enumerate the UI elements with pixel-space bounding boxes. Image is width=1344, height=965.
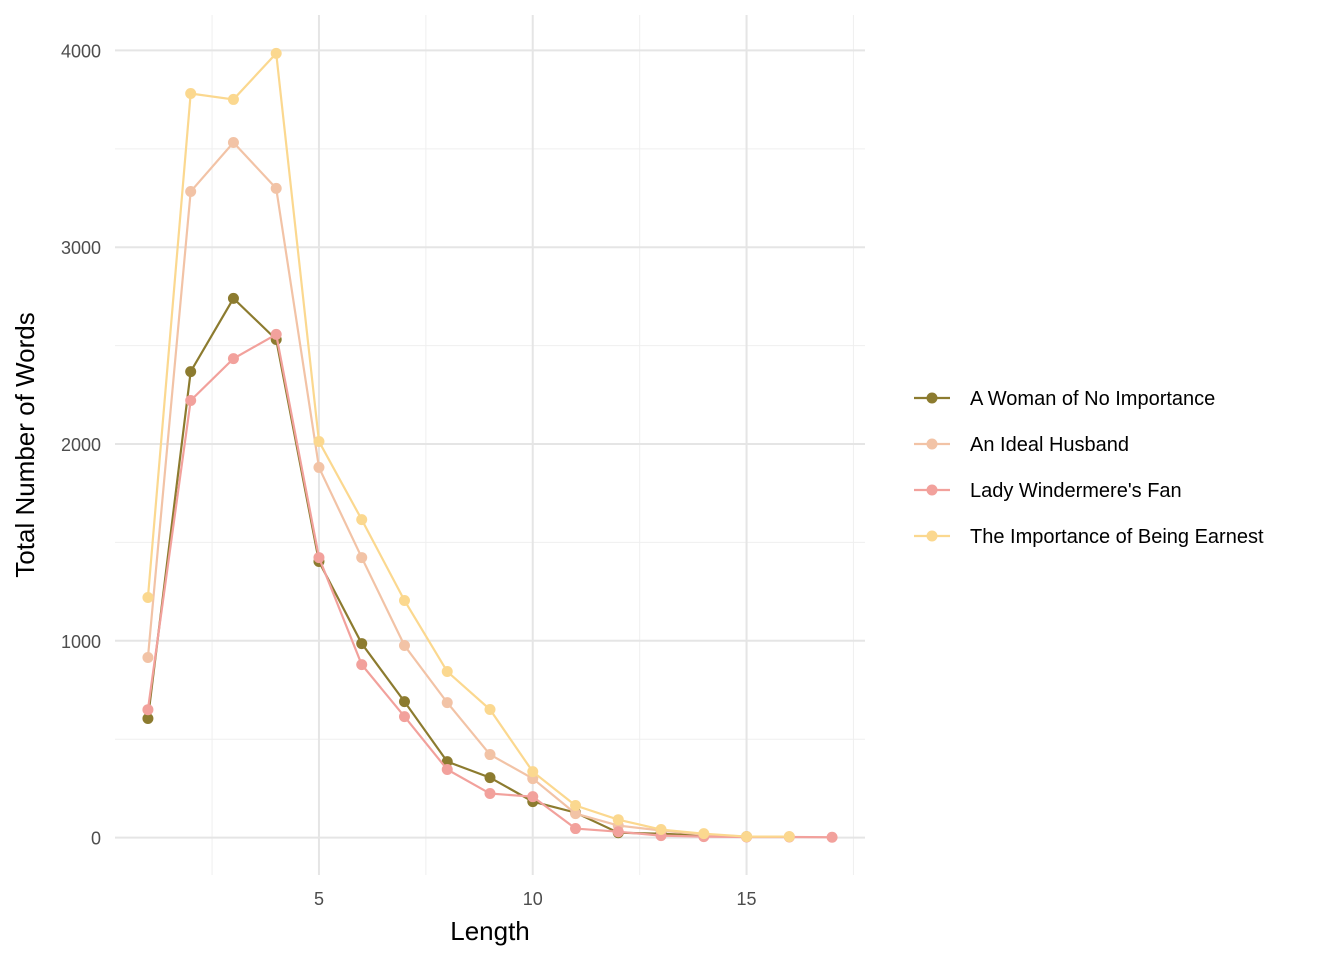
data-point	[741, 831, 753, 843]
series-2	[142, 328, 838, 843]
y-tick-label: 3000	[61, 238, 101, 258]
data-point	[527, 766, 539, 778]
data-point	[356, 514, 368, 526]
data-point	[227, 137, 239, 149]
data-point	[227, 93, 239, 105]
y-tick-label: 4000	[61, 41, 101, 61]
data-point	[356, 659, 368, 671]
data-point	[356, 552, 368, 564]
series-0	[142, 292, 753, 843]
legend-item: A Woman of No Importance	[914, 388, 1215, 410]
data-point	[484, 772, 496, 784]
data-point	[185, 366, 197, 378]
tick-labels: 5 10 15 0 1000 2000 3000 4000	[61, 41, 757, 909]
data-point	[313, 435, 325, 447]
data-point	[356, 638, 368, 650]
data-point	[570, 800, 582, 812]
series-line	[146, 50, 790, 838]
data-point	[655, 824, 667, 836]
data-point	[398, 711, 410, 723]
data-point	[270, 182, 282, 194]
series-3	[142, 47, 795, 843]
legend-marker	[926, 530, 938, 542]
data-point	[142, 704, 154, 716]
data-point	[484, 788, 496, 800]
data-point	[826, 831, 838, 843]
data-point	[398, 594, 410, 606]
legend: A Woman of No Importance An Ideal Husband…	[914, 388, 1264, 548]
legend-label: A Woman of No Importance	[970, 388, 1215, 410]
y-tick-label: 0	[91, 829, 101, 849]
legend-label: The Importance of Being Earnest	[970, 526, 1264, 548]
data-point	[185, 88, 197, 100]
data-point	[612, 814, 624, 826]
y-tick-label: 2000	[61, 435, 101, 455]
legend-marker	[926, 438, 938, 450]
legend-item: Lady Windermere's Fan	[914, 480, 1182, 502]
data-point	[570, 808, 582, 820]
data-point	[398, 640, 410, 652]
data-point	[698, 828, 710, 840]
series-1	[142, 137, 795, 843]
grid	[115, 15, 865, 875]
data-point	[142, 592, 154, 604]
data-point	[441, 697, 453, 709]
legend-marker	[926, 484, 938, 496]
data-point	[227, 292, 239, 304]
y-tick-label: 1000	[61, 632, 101, 652]
legend-item: An Ideal Husband	[914, 434, 1129, 456]
x-tick-label: 15	[737, 889, 757, 909]
x-tick-label: 5	[314, 889, 324, 909]
series-layer	[142, 47, 838, 843]
x-tick-label: 10	[523, 889, 543, 909]
data-point	[612, 826, 624, 838]
series-line	[146, 296, 747, 838]
data-point	[185, 186, 197, 198]
series-line	[146, 332, 833, 839]
legend-label: Lady Windermere's Fan	[970, 480, 1182, 502]
legend-item: The Importance of Being Earnest	[914, 526, 1264, 548]
legend-marker	[926, 392, 938, 404]
data-point	[227, 353, 239, 365]
data-point	[783, 831, 795, 843]
x-axis-label: Length	[450, 916, 530, 946]
data-point	[484, 749, 496, 761]
legend-label: An Ideal Husband	[970, 434, 1129, 456]
data-point	[142, 713, 154, 725]
data-point	[270, 328, 282, 340]
data-point	[527, 791, 539, 803]
data-point	[398, 696, 410, 708]
data-point	[142, 652, 154, 664]
data-point	[570, 823, 582, 835]
data-point	[313, 461, 325, 473]
data-point	[270, 47, 282, 59]
y-axis-label: Total Number of Words	[10, 312, 40, 577]
data-point	[484, 703, 496, 715]
data-point	[441, 764, 453, 776]
data-point	[185, 395, 197, 407]
data-point	[441, 666, 453, 678]
data-point	[313, 552, 325, 564]
